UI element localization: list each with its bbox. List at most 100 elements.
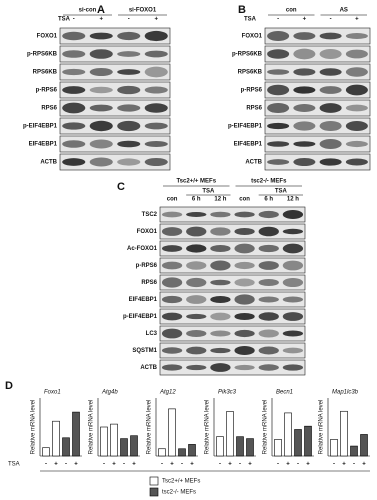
blot-band [89, 49, 113, 59]
bar [42, 447, 50, 457]
x-tick-label: + [248, 462, 252, 468]
blot-band [89, 139, 113, 149]
blot-band [62, 140, 86, 148]
blot-band [258, 329, 279, 338]
blot-band [282, 364, 304, 371]
blot-band [234, 364, 255, 371]
y-axis-label: Relative mRNA level [263, 400, 269, 455]
blot-band [161, 261, 183, 270]
blot-band [258, 244, 279, 253]
blot-band [89, 86, 113, 94]
blot-band [210, 296, 231, 303]
blot-band [319, 158, 342, 166]
blot-band [62, 50, 86, 58]
x-tick-label: - [45, 462, 47, 468]
blot-band [234, 228, 255, 235]
row-label: FOXO1 [242, 34, 263, 40]
blot-band [293, 157, 316, 167]
blot-background [264, 153, 371, 171]
blot-band [62, 122, 86, 130]
chart-title: Atg12 [159, 390, 176, 396]
row-label: p-RPS6KB [232, 52, 263, 58]
blot-band [117, 140, 141, 148]
blot-band [210, 279, 231, 286]
x-tick-label: + [342, 462, 346, 468]
row-label: RPS6 [246, 106, 262, 112]
x-axis-label: TSA [8, 462, 20, 468]
x-tick-label: + [74, 462, 78, 468]
blot-band [161, 328, 183, 339]
blot-background [264, 81, 371, 99]
blot-band [144, 103, 168, 113]
lane-label: + [355, 17, 359, 23]
blot-band [186, 244, 207, 253]
blot-band [267, 102, 290, 114]
blot-band [234, 346, 255, 355]
row-label: EIF4EBP1 [234, 142, 263, 148]
blot-band [319, 103, 342, 113]
group-label: tsc2-/- MEFs [251, 179, 287, 185]
blot-band [89, 32, 113, 40]
y-axis-label: Relative mRNA level [319, 400, 325, 455]
row-label: FOXO1 [37, 34, 58, 40]
blot-band [186, 211, 207, 218]
blot-band [210, 211, 231, 218]
bar [130, 435, 138, 457]
x-tick-label: + [228, 462, 232, 468]
blot-band [345, 121, 368, 131]
bar [158, 448, 166, 457]
blot-band [267, 49, 290, 59]
blot-background [59, 45, 171, 63]
blot-band [345, 49, 368, 59]
blot-band [345, 140, 368, 148]
row-label: RPS6KB [33, 70, 58, 76]
legend-label: tsc2-/- MEFs [162, 490, 196, 496]
blot-band [117, 104, 141, 112]
blot-band [89, 104, 113, 112]
blot-background [59, 63, 171, 81]
blot-band [117, 51, 141, 57]
chart-title: Atg4b [101, 390, 118, 396]
x-tick-label: + [306, 462, 310, 468]
blot-band [345, 104, 368, 112]
row-label: p-EIF4EBP1 [228, 124, 263, 130]
row-label: p-EIF4EBP1 [23, 124, 58, 130]
chart-title: Pik3c3 [218, 390, 237, 396]
row-label: ACTB [140, 365, 157, 371]
row-label: EIF4EBP1 [29, 142, 58, 148]
blot-band [234, 243, 255, 254]
blot-band [319, 86, 342, 94]
bar [100, 426, 108, 457]
blot-background [159, 359, 306, 376]
bar [360, 434, 368, 457]
blot-band [319, 32, 342, 40]
blot-band [267, 159, 290, 165]
bar [236, 436, 244, 457]
lane-label: 12 h [214, 197, 226, 203]
lane-label: 6 h [264, 197, 273, 203]
x-tick-label: - [277, 462, 279, 468]
row-label: LC3 [146, 331, 158, 337]
blot-band [258, 312, 279, 321]
blot-band [161, 245, 183, 252]
blot-band [282, 277, 304, 288]
blot-band [62, 31, 86, 41]
bar [52, 420, 60, 457]
bar [226, 411, 234, 457]
blot-band [234, 278, 255, 287]
x-tick-label: - [353, 462, 355, 468]
row-label: Ac-FOXO1 [127, 246, 158, 252]
blot-band [186, 261, 207, 270]
blot-band [62, 102, 86, 114]
blot-band [234, 294, 255, 305]
panel-letter: A [97, 4, 105, 16]
bar [110, 423, 118, 457]
chart-title: Foxo1 [44, 390, 61, 396]
blot-background [59, 117, 171, 135]
x-tick-label: + [362, 462, 366, 468]
chart-title: Becn1 [276, 390, 293, 396]
blot-band [210, 330, 231, 337]
blot-band [282, 260, 304, 271]
blot-band [89, 67, 113, 77]
